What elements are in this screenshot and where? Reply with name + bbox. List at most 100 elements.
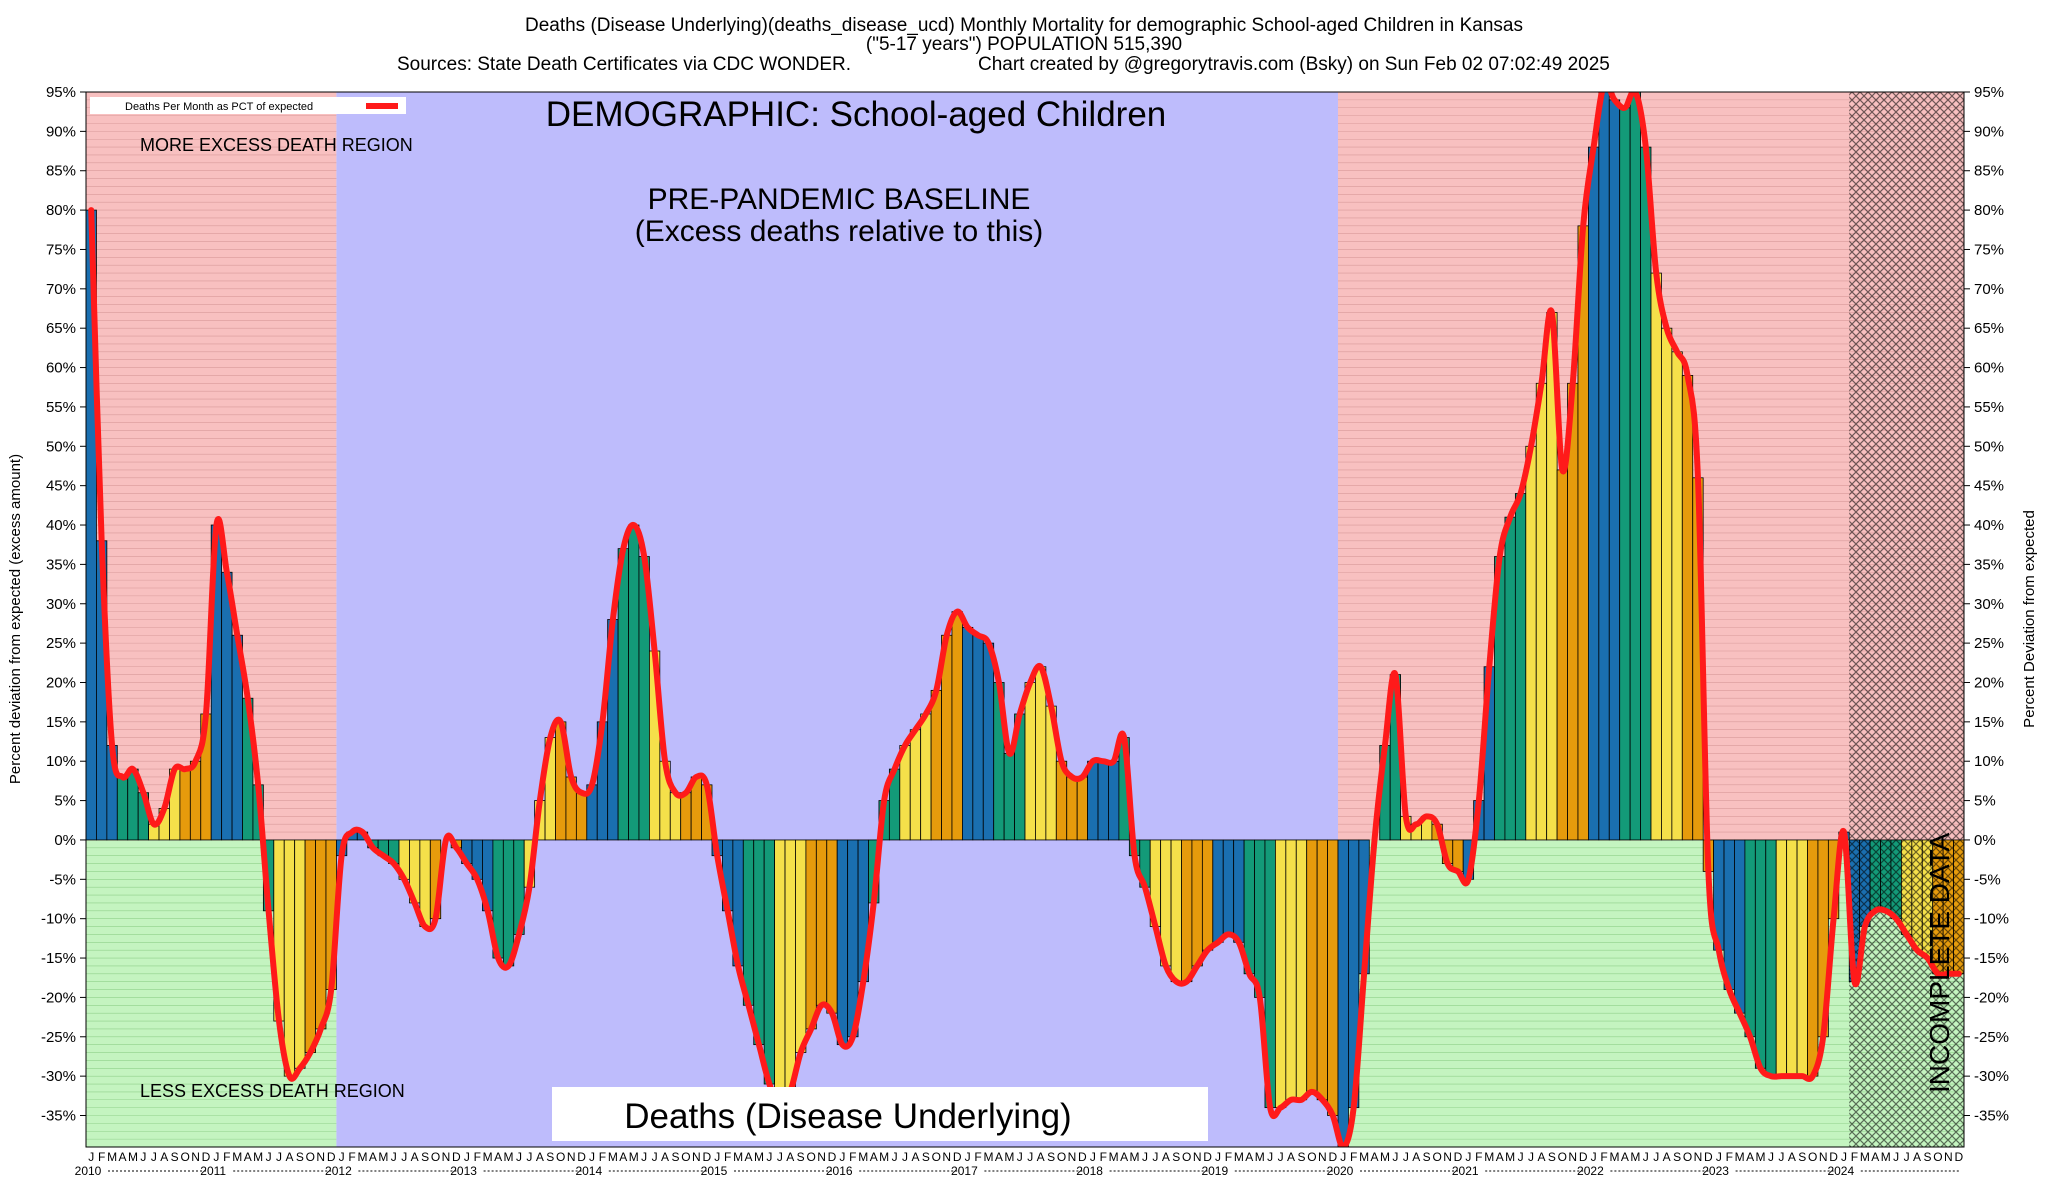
month-label: M (1756, 1150, 1766, 1164)
month-label: F (974, 1150, 981, 1164)
year-label: 2024 (1827, 1164, 1854, 1178)
y-tick-label: 90% (1974, 123, 2004, 140)
bar (283, 839, 296, 1077)
month-label: A (870, 1150, 878, 1164)
y-tick-label: -35% (1974, 1108, 2009, 1125)
y-tick-label: 65% (1974, 320, 2004, 337)
month-label: J (1528, 1150, 1534, 1164)
month-label: M (879, 1150, 889, 1164)
bar (1076, 776, 1088, 841)
baseline-label: PRE-PANDEMIC BASELINE (648, 183, 1031, 216)
month-label: F (98, 1150, 105, 1164)
month-label: D (1579, 1150, 1588, 1164)
month-label: J (1142, 1150, 1148, 1164)
month-label: F (599, 1150, 606, 1164)
month-label: M (232, 1150, 242, 1164)
y-axis-left: -35% -30% -25% -20% -15% -10% -5% 0% 5% 10% 15% 20%… (41, 84, 86, 1125)
y-tick-label: 70% (46, 281, 76, 298)
month-label: D (1078, 1150, 1087, 1164)
month-label: O (1808, 1150, 1817, 1164)
demographic-label: DEMOGRAPHIC: School-aged Children (546, 95, 1167, 134)
y-tick-label: -5% (49, 871, 76, 888)
month-label: O (1057, 1150, 1066, 1164)
y-tick-label: 5% (54, 793, 76, 810)
year-label: 2021 (1452, 1164, 1479, 1178)
month-label: J (902, 1150, 908, 1164)
month-label: M (1380, 1150, 1390, 1164)
month-label: J (464, 1150, 470, 1164)
bar (628, 524, 640, 841)
header-credit: Chart created by @gregorytravis.com (Bsk… (978, 54, 1610, 75)
month-label: D (1328, 1150, 1337, 1164)
bar (1734, 839, 1746, 1014)
y-tick-label: 40% (1974, 517, 2004, 534)
bar (575, 792, 588, 841)
bar (1170, 839, 1182, 983)
month-label: S (171, 1150, 179, 1164)
month-label: J (652, 1150, 658, 1164)
month-label: N (567, 1150, 576, 1164)
month-label: F (1600, 1150, 1607, 1164)
month-label: O (431, 1150, 440, 1164)
month-label: D (1954, 1150, 1963, 1164)
month-label: N (1068, 1150, 1077, 1164)
month-label: N (1443, 1150, 1452, 1164)
month-label: M (858, 1150, 868, 1164)
month-label: A (745, 1150, 753, 1164)
y-tick-label: 20% (46, 674, 76, 691)
month-label: O (1307, 1150, 1316, 1164)
y-tick-label: 55% (46, 399, 76, 416)
bar (315, 839, 327, 1030)
baseline-sublabel: (Excess deaths relative to this) (635, 215, 1044, 248)
bar (1671, 351, 1683, 841)
month-label: M (128, 1150, 138, 1164)
month-label: J (1027, 1150, 1033, 1164)
month-label: N (1944, 1150, 1953, 1164)
bar (1066, 776, 1078, 841)
month-label: S (1172, 1150, 1180, 1164)
year-label: 2010 (75, 1164, 102, 1178)
month-label: J (1017, 1150, 1023, 1164)
month-label: J (1841, 1150, 1847, 1164)
y-tick-label: 85% (46, 163, 76, 180)
month-label: M (1630, 1150, 1640, 1164)
y-tick-label: 35% (46, 556, 76, 573)
month-label: O (681, 1150, 690, 1164)
y-tick-label: 80% (1974, 202, 2004, 219)
bar (1796, 839, 1808, 1077)
bar (1650, 272, 1662, 841)
y-tick-label: 30% (1974, 596, 2004, 613)
bar (1316, 839, 1328, 1101)
less-excess-label: LESS EXCESS DEATH REGION (140, 1081, 405, 1101)
bar (1097, 760, 1109, 841)
month-label: J (88, 1150, 94, 1164)
year-label: 2011 (200, 1164, 226, 1178)
month-label: J (1778, 1150, 1784, 1164)
year-label: 2012 (325, 1164, 352, 1178)
month-label: S (922, 1150, 930, 1164)
year-label: 2018 (1076, 1164, 1103, 1178)
month-label: M (107, 1150, 117, 1164)
bar (742, 839, 755, 1006)
month-label: M (504, 1150, 514, 1164)
bar (304, 839, 316, 1053)
bar (1661, 327, 1673, 841)
month-label: M (1234, 1150, 1244, 1164)
month-label: J (641, 1150, 647, 1164)
month-label: O (932, 1150, 941, 1164)
bar (951, 611, 963, 841)
bar (1588, 146, 1600, 841)
month-label: M (1484, 1150, 1494, 1164)
bar (669, 792, 682, 841)
month-label: J (339, 1150, 345, 1164)
month-label: M (1130, 1150, 1140, 1164)
month-label: N (817, 1150, 826, 1164)
year-label: 2013 (450, 1164, 477, 1178)
month-label: O (1683, 1150, 1692, 1164)
month-label: A (369, 1150, 377, 1164)
month-label: F (1851, 1150, 1858, 1164)
y-tick-label: 20% (1974, 674, 2004, 691)
month-label: F (1225, 1150, 1232, 1164)
y-tick-label: -20% (41, 989, 76, 1006)
month-label: F (1726, 1150, 1733, 1164)
